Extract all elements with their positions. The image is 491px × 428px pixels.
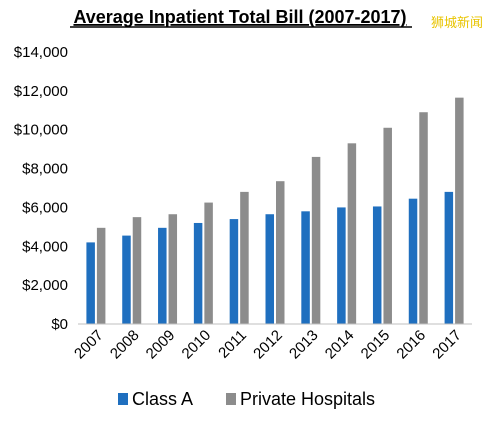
bar-class-a-2013 xyxy=(301,211,310,324)
bar-private-hospitals-2016 xyxy=(419,112,428,324)
bar-private-hospitals-2007 xyxy=(96,227,106,324)
bar-class-a-2008 xyxy=(122,235,131,324)
x-tick-label: 2016 xyxy=(393,327,429,363)
x-tick-label: 2015 xyxy=(358,327,394,363)
y-tick-label: $12,000 xyxy=(14,83,68,100)
bar-private-hospitals-2014 xyxy=(347,143,357,324)
x-axis-ticks: 2007 2008 2009 2010 2011 2012 2013 2014 2015 2016… xyxy=(71,327,465,363)
bar-class-a-2015 xyxy=(372,206,382,324)
x-tick-label: 2012 xyxy=(250,327,286,363)
bar-class-a-2012 xyxy=(265,214,274,324)
y-tick-label: $8,000 xyxy=(22,161,68,178)
y-axis-ticks: $0 $2,000 $4,000 $6,000 $8,000 $10,000 $12,000… xyxy=(14,44,68,333)
bar-class-a-2014 xyxy=(337,207,346,324)
x-tick-label: 2008 xyxy=(107,327,143,363)
bar-private-hospitals-2009 xyxy=(168,214,178,324)
bar-private-hospitals-2008 xyxy=(132,217,142,324)
legend-label-private-hospitals: Private Hospitals xyxy=(240,389,375,409)
bar-class-a-2007 xyxy=(86,242,95,324)
bar-class-a-2017 xyxy=(444,191,454,324)
bar-class-a-2016 xyxy=(408,198,418,324)
bar-private-hospitals-2017 xyxy=(455,97,464,325)
y-tick-label: $2,000 xyxy=(22,277,68,294)
x-tick-label: 2011 xyxy=(215,327,250,362)
chart-title: Average Inpatient Total Bill (2007-2017) xyxy=(73,7,406,27)
bar-class-a-2010 xyxy=(193,222,203,324)
bar-private-hospitals-2015 xyxy=(383,127,392,325)
x-tick-label: 2013 xyxy=(286,327,322,363)
legend: Class A Private Hospitals xyxy=(118,389,375,409)
y-tick-label: $0 xyxy=(51,316,68,333)
legend-swatch-private-hospitals xyxy=(226,393,236,405)
x-tick-label: 2010 xyxy=(179,327,215,363)
x-tick-label: 2009 xyxy=(143,327,179,363)
x-tick-label: 2007 xyxy=(71,327,107,363)
y-tick-label: $14,000 xyxy=(14,44,68,61)
legend-label-class-a: Class A xyxy=(132,389,193,409)
bar-private-hospitals-2011 xyxy=(240,191,249,324)
bar-class-a-2011 xyxy=(229,219,239,324)
y-tick-label: $10,000 xyxy=(14,122,68,139)
bar-private-hospitals-2010 xyxy=(204,202,213,324)
bar-class-a-2009 xyxy=(158,227,167,324)
bars xyxy=(86,97,464,325)
legend-swatch-class-a xyxy=(118,393,128,405)
bar-private-hospitals-2013 xyxy=(311,156,321,324)
x-tick-label: 2017 xyxy=(429,327,465,363)
y-tick-label: $4,000 xyxy=(22,238,68,255)
y-tick-label: $6,000 xyxy=(22,199,68,216)
x-tick-label: 2014 xyxy=(322,327,358,363)
bar-private-hospitals-2012 xyxy=(276,181,285,324)
